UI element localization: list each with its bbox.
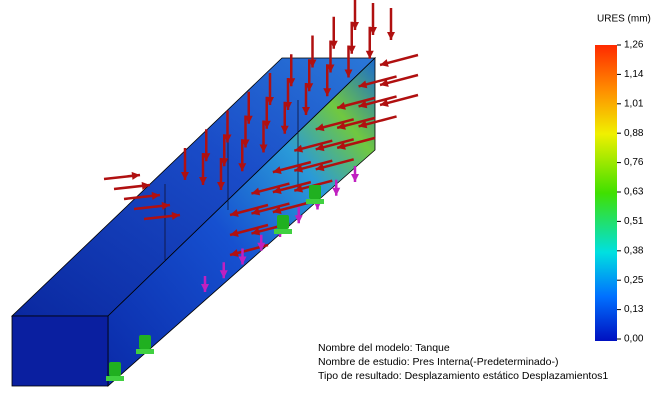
tick-label: 0,63 (624, 187, 644, 198)
tick-label: 0,76 (624, 157, 644, 168)
fixture-base (106, 376, 124, 381)
tick-label: 1,14 (624, 69, 644, 80)
tick-label: 0,00 (624, 334, 644, 345)
tick-label: 0,51 (624, 216, 644, 227)
arrow-head (351, 174, 359, 182)
fixture-base (274, 229, 292, 234)
tick-label: 1,01 (624, 98, 644, 109)
tick-label: 0,88 (624, 128, 644, 139)
info-line: Nombre del modelo: Tanque (318, 342, 450, 354)
fixture-base (306, 199, 324, 204)
info-line: Nombre de estudio: Pres Interna(-Predete… (318, 356, 558, 368)
fixture-body (109, 362, 121, 376)
load-arrow (104, 172, 140, 180)
load-arrow (114, 182, 150, 190)
tick-label: 0,38 (624, 245, 644, 256)
load-arrow (380, 55, 418, 67)
fixture-body (277, 215, 289, 229)
arrow-head (387, 32, 395, 40)
legend-title: URES (mm) (597, 14, 651, 25)
arrow-head (332, 188, 340, 196)
fixture-body (139, 335, 151, 349)
arrow-head (366, 51, 374, 59)
fixture-body (309, 185, 321, 199)
tick-label: 0,13 (624, 304, 644, 315)
model (12, 0, 418, 386)
beam-end (12, 316, 108, 386)
tick-label: 1,26 (624, 40, 644, 51)
load-arrow (380, 75, 418, 87)
info-line: Tipo de resultado: Desplazamiento estáti… (318, 370, 608, 382)
tick-label: 0,25 (624, 275, 644, 286)
fixture-base (136, 349, 154, 354)
load-arrow (380, 95, 418, 107)
color-scale (595, 45, 617, 341)
screenshot: URES (mm) 1,26 1,14 1,01 0,88 0,76 0,63 0,51 0,… (0, 0, 670, 412)
load-arrow (387, 8, 395, 40)
